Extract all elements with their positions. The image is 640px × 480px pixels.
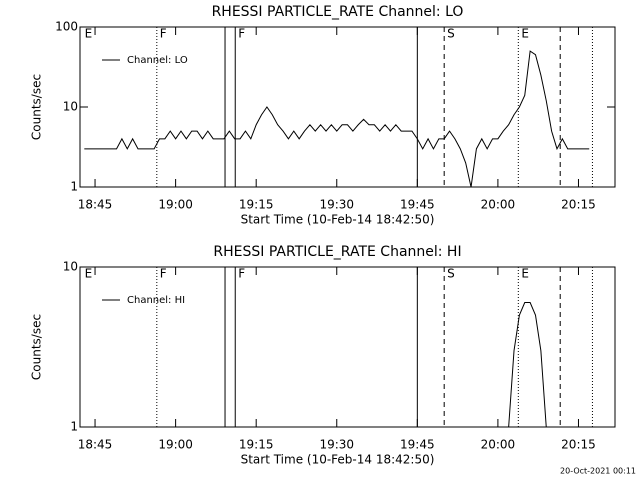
y-tick-label: 1 xyxy=(70,180,78,194)
y-tick-label: 10 xyxy=(63,100,78,114)
legend-label: Channel: HI xyxy=(127,295,185,306)
y-axis-label: Counts/sec xyxy=(30,74,44,140)
flag-label: F xyxy=(160,267,167,281)
x-tick-label: 18:45 xyxy=(78,198,113,212)
series-line xyxy=(84,50,590,188)
flag-label: F xyxy=(160,27,167,41)
y-tick-label: 10 xyxy=(63,260,78,274)
footer: 20-Oct-2021 00:11 xyxy=(560,467,636,476)
x-tick-label: 19:15 xyxy=(239,198,274,212)
x-tick-label: 20:00 xyxy=(481,438,516,452)
flag-label: E xyxy=(85,27,93,41)
x-tick-label: 19:30 xyxy=(319,438,354,452)
chart-title: RHESSI PARTICLE_RATE Channel: HI xyxy=(213,244,461,260)
x-tick-label: 19:00 xyxy=(158,198,193,212)
series-line xyxy=(508,301,547,428)
x-tick-label: 20:00 xyxy=(481,198,516,212)
y-tick-label: 100 xyxy=(55,20,78,34)
flag-label: S xyxy=(447,27,455,41)
flag-label: E xyxy=(85,267,93,281)
y-tick-label: 1 xyxy=(70,420,78,434)
x-axis-label: Start Time (10-Feb-14 18:42:50) xyxy=(241,213,435,227)
y-axis-label: Counts/sec xyxy=(30,314,44,380)
x-tick-label: 18:45 xyxy=(78,438,113,452)
x-tick-label: 19:15 xyxy=(239,438,274,452)
flag-label: S xyxy=(447,267,455,281)
plot-frame xyxy=(79,26,616,188)
x-tick-label: 19:30 xyxy=(319,198,354,212)
x-tick-label: 20:15 xyxy=(561,438,596,452)
flag-label: E xyxy=(521,267,529,281)
legend-label: Channel: LO xyxy=(127,55,188,66)
x-tick-label: 19:45 xyxy=(400,438,435,452)
flag-label: E xyxy=(521,27,529,41)
flag-label: F xyxy=(238,267,245,281)
flag-label: F xyxy=(238,27,245,41)
x-tick-label: 20:15 xyxy=(561,198,596,212)
plot-frame xyxy=(79,266,616,428)
chart-title: RHESSI PARTICLE_RATE Channel: LO xyxy=(212,4,464,20)
x-tick-label: 19:45 xyxy=(400,198,435,212)
x-axis-label: Start Time (10-Feb-14 18:42:50) xyxy=(241,453,435,467)
x-tick-label: 19:00 xyxy=(158,438,193,452)
